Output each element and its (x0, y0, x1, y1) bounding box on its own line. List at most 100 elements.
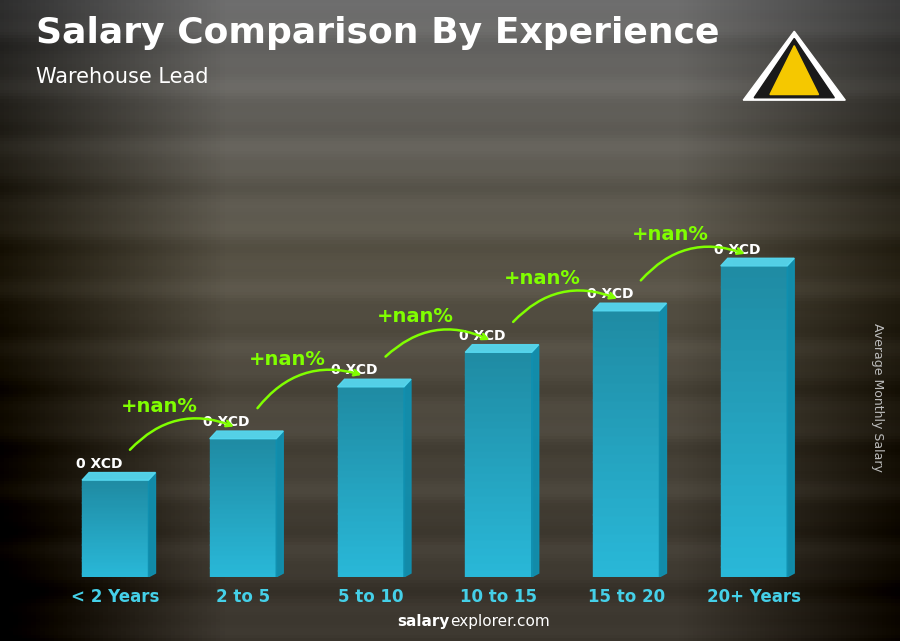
Bar (338, 469, 404, 476)
Bar (82, 528, 148, 532)
Bar (82, 560, 148, 564)
Bar (338, 532, 404, 539)
Bar (82, 483, 148, 487)
Bar (82, 499, 148, 503)
Bar (465, 562, 532, 569)
Bar (82, 541, 148, 545)
Bar (465, 524, 532, 532)
Bar (593, 337, 660, 346)
Bar (82, 551, 148, 554)
Bar (338, 513, 404, 520)
Bar (593, 479, 660, 488)
Bar (210, 438, 276, 444)
Bar (338, 418, 404, 425)
Bar (210, 508, 276, 512)
Bar (721, 483, 788, 494)
Bar (593, 532, 660, 542)
Bar (593, 523, 660, 533)
Bar (593, 310, 660, 320)
Bar (593, 559, 660, 568)
Bar (593, 541, 660, 550)
Bar (338, 526, 404, 533)
Bar (210, 452, 276, 457)
Text: explorer.com: explorer.com (450, 615, 550, 629)
Bar (82, 525, 148, 529)
Bar (593, 319, 660, 329)
Bar (82, 544, 148, 548)
Text: 0 XCD: 0 XCD (715, 242, 760, 256)
Bar (82, 480, 148, 483)
Bar (338, 437, 404, 444)
Bar (82, 538, 148, 542)
Bar (338, 387, 404, 393)
Bar (593, 390, 660, 399)
Text: +nan%: +nan% (248, 350, 326, 369)
Bar (210, 457, 276, 462)
Bar (593, 346, 660, 355)
Bar (721, 442, 788, 453)
Bar (210, 540, 276, 545)
Bar (721, 379, 788, 390)
Bar (721, 390, 788, 401)
Bar (593, 506, 660, 515)
Bar (338, 463, 404, 469)
Bar (465, 569, 532, 577)
Bar (338, 558, 404, 564)
Bar (210, 544, 276, 549)
Bar (465, 509, 532, 517)
Bar (210, 480, 276, 485)
Bar (210, 526, 276, 531)
Bar (338, 507, 404, 513)
Bar (210, 489, 276, 494)
Polygon shape (743, 31, 845, 100)
Polygon shape (148, 472, 156, 577)
Polygon shape (465, 345, 539, 353)
Bar (338, 570, 404, 577)
Bar (210, 512, 276, 517)
Bar (721, 359, 788, 370)
Text: +nan%: +nan% (504, 269, 581, 288)
Bar (721, 349, 788, 359)
Bar (721, 276, 788, 287)
Bar (465, 404, 532, 412)
Bar (465, 547, 532, 554)
Bar (593, 444, 660, 453)
Bar (593, 453, 660, 462)
Bar (465, 360, 532, 367)
Bar (721, 411, 788, 421)
Text: 0 XCD: 0 XCD (76, 457, 122, 470)
Bar (338, 501, 404, 507)
Polygon shape (660, 303, 667, 577)
Bar (210, 535, 276, 540)
Bar (210, 470, 276, 476)
Bar (721, 494, 788, 504)
Bar (465, 464, 532, 472)
Bar (338, 488, 404, 495)
Bar (82, 573, 148, 577)
Text: 0 XCD: 0 XCD (459, 329, 506, 343)
Bar (593, 426, 660, 435)
Polygon shape (754, 38, 834, 97)
Bar (210, 567, 276, 572)
Text: 0 XCD: 0 XCD (331, 363, 378, 378)
Bar (721, 452, 788, 463)
Bar (721, 535, 788, 545)
Bar (721, 463, 788, 473)
Bar (82, 503, 148, 506)
Bar (593, 497, 660, 506)
Bar (593, 550, 660, 559)
Bar (338, 475, 404, 482)
Bar (338, 424, 404, 431)
Bar (593, 568, 660, 577)
Bar (721, 307, 788, 318)
Bar (338, 494, 404, 501)
Bar (338, 538, 404, 545)
Polygon shape (593, 303, 667, 311)
Bar (82, 547, 148, 551)
Bar (338, 393, 404, 399)
Text: +nan%: +nan% (121, 397, 198, 415)
Bar (82, 509, 148, 512)
Bar (210, 521, 276, 526)
Bar (721, 431, 788, 442)
Bar (82, 570, 148, 574)
